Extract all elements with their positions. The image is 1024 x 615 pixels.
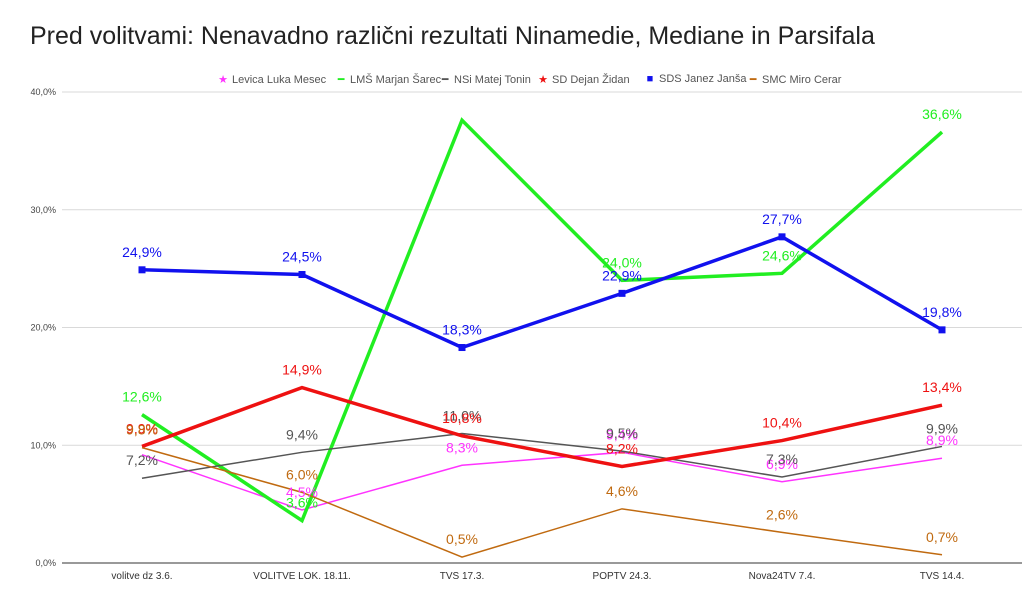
legend-item: ━ LMŠ Marjan Šarec [336,73,441,86]
data-label-sds-janez-jan-a: 18,3% [442,322,482,338]
data-label-levica-luka-mesec: 9,4% [606,426,638,442]
legend-item: ★ SD Dejan Židan [538,73,630,86]
y-tick-label: 30,0% [30,205,56,215]
legend-label: NSi Matej Tonin [454,74,531,86]
legend-label: Levica Luka Mesec [232,74,327,86]
x-tick-label: VOLITVE LOK. 18.11. [253,571,351,582]
series-line-levica-luka-mesec [141,451,943,511]
y-tick-label: 0,0% [35,558,56,568]
data-label-smc-miro-cerar: 0,5% [446,531,478,547]
data-point-sds-janez-jan-a [298,271,306,279]
data-label-lm-marjan-arec: 24,6% [762,247,802,263]
data-label-levica-luka-mesec: 8,3% [446,439,478,455]
legend-item: ━ SMC Miro Cerar [748,73,842,86]
data-label-levica-luka-mesec: 8,9% [926,432,958,448]
data-label-sds-janez-jan-a: 19,8% [922,304,962,320]
y-tick-label: 10,0% [30,440,56,450]
legend-label: SMC Miro Cerar [762,74,842,86]
data-label-nsi-matej-tonin: 7,3% [766,451,798,467]
y-tick-label: 20,0% [30,323,56,333]
line-icon: ━ [337,74,345,86]
series-line-smc-miro-cerar [141,446,943,558]
data-label-lm-marjan-arec: 12,6% [122,389,162,405]
legend-label: SDS Janez Janša [659,73,747,85]
x-tick-label: Nova24TV 7.4. [749,571,816,582]
data-point-sds-janez-jan-a [618,289,626,297]
data-label-lm-marjan-arec: 3,6% [286,495,318,511]
series-line-nsi-matej-tonin [141,432,943,479]
data-label-smc-miro-cerar: 2,6% [766,506,798,522]
star-icon: ★ [218,74,228,86]
series-line-lm-marjan-arec [141,117,944,524]
line-icon: ━ [749,74,757,86]
data-label-nsi-matej-tonin: 9,5% [606,425,638,441]
data-label-lm-marjan-arec: 36,6% [922,106,962,122]
legend-item: ━ NSi Matej Tonin [440,73,531,86]
data-label-sd-dejan-idan: 13,4% [922,379,962,395]
data-label-sd-dejan-idan: 9,9% [126,420,158,436]
line-icon: ━ [441,74,449,86]
data-label-lm-marjan-arec: 24,0% [602,254,642,270]
data-label-sd-dejan-idan: 10,8% [442,410,482,426]
data-label-sds-janez-jan-a: 24,5% [282,249,322,265]
data-label-levica-luka-mesec: 6,9% [766,456,798,472]
data-label-nsi-matej-tonin: 9,9% [926,420,958,436]
data-point-sds-janez-jan-a [138,266,146,274]
star-icon: ★ [538,74,548,86]
legend-item: ★ Levica Luka Mesec [218,73,326,86]
x-tick-label: TVS 14.4. [920,571,964,582]
data-point-sds-janez-jan-a [938,326,946,334]
data-label-sd-dejan-idan: 14,9% [282,362,322,378]
y-tick-label: 40,0% [30,87,56,97]
data-label-smc-miro-cerar: 9,8% [126,422,158,438]
x-tick-label: POPTV 24.3. [593,571,652,582]
legend: ★ Levica Luka Mesec ━ LMŠ Marjan Šarec ━ NSi … [0,73,1024,89]
data-label-nsi-matej-tonin: 7,2% [126,452,158,468]
data-label-levica-luka-mesec: 4,5% [286,484,318,500]
legend-item: ■ SDS Janez Janša [645,73,747,85]
data-label-sds-janez-jan-a: 24,9% [122,244,162,260]
data-label-smc-miro-cerar: 4,6% [606,483,638,499]
data-point-sds-janez-jan-a [778,233,786,241]
data-label-smc-miro-cerar: 0,7% [926,529,958,545]
x-tick-label: volitve dz 3.6. [111,571,172,582]
data-label-smc-miro-cerar: 6,0% [286,466,318,482]
data-label-nsi-matej-tonin: 11,0% [443,407,482,423]
series-line-sds-janez-jan-a [141,234,943,350]
data-label-nsi-matej-tonin: 9,4% [286,426,318,442]
data-point-sds-janez-jan-a [458,344,466,352]
data-label-sd-dejan-idan: 10,4% [762,415,802,431]
data-label-sd-dejan-idan: 8,2% [606,440,638,456]
chart-title: Pred volitvami: Nenavadno različni rezul… [30,22,875,50]
data-label-sds-janez-jan-a: 22,9% [602,267,642,283]
square-icon: ■ [646,73,654,85]
legend-label: LMŠ Marjan Šarec [350,74,442,86]
x-tick-label: TVS 17.3. [440,571,484,582]
legend-label: SD Dejan Židan [552,74,630,86]
data-label-sds-janez-jan-a: 27,7% [762,211,802,227]
series-line-sd-dejan-idan [141,385,943,469]
